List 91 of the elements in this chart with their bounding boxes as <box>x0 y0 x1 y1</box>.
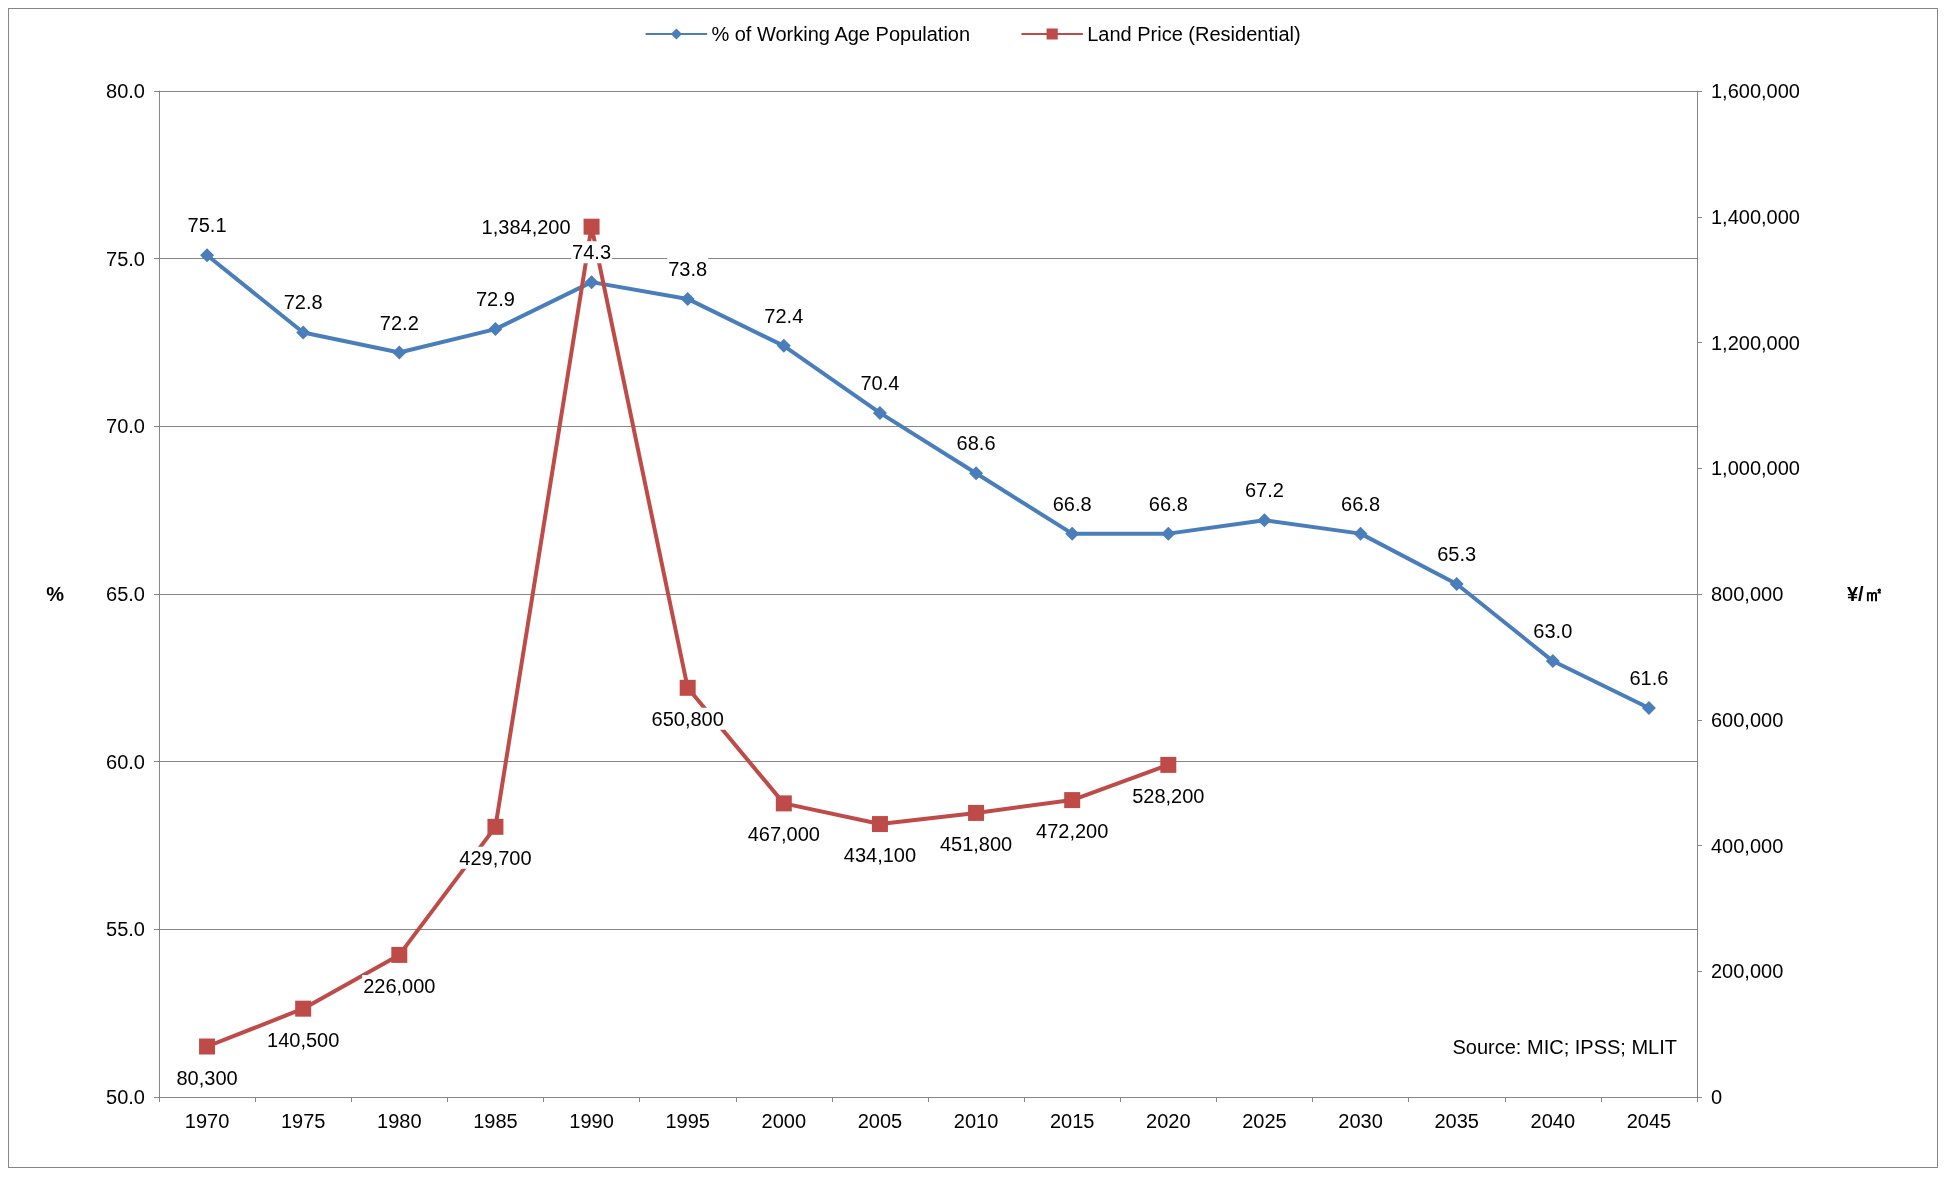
data-label: 70.4 <box>860 371 900 394</box>
point <box>392 345 407 360</box>
y2-axis-title: ¥/㎡ <box>1847 583 1884 605</box>
point <box>680 291 695 306</box>
data-label: 74.3 <box>572 241 612 264</box>
data-label: 80,300 <box>176 1066 238 1089</box>
y-tick-label: 70.0 <box>106 415 145 438</box>
point <box>199 1038 216 1055</box>
x-tick-label: 2005 <box>857 1110 903 1132</box>
data-label: 528,200 <box>1132 784 1205 807</box>
point <box>1064 792 1081 809</box>
point <box>1160 756 1177 773</box>
data-label: 467,000 <box>747 823 820 846</box>
x-tick-label: 2015 <box>1049 1110 1095 1132</box>
y2-tick-label: 200,000 <box>1711 960 1784 983</box>
x-tick-label: 2020 <box>1146 1110 1191 1132</box>
point <box>296 325 311 340</box>
data-label: 429,700 <box>459 846 532 869</box>
point <box>968 804 985 821</box>
point <box>872 405 887 420</box>
point <box>776 338 791 353</box>
y-tick-label: 50.0 <box>106 1086 145 1108</box>
y2-tick-label: 1,400,000 <box>1711 205 1800 228</box>
x-tick-label: 2045 <box>1626 1110 1672 1132</box>
data-label: 66.8 <box>1148 492 1188 515</box>
point <box>871 816 888 833</box>
x-tick-label: 2000 <box>761 1110 807 1132</box>
point <box>584 275 599 290</box>
y2-tick-label: 0 <box>1711 1086 1723 1108</box>
x-tick-label: 1980 <box>377 1110 422 1132</box>
data-label: 72.4 <box>764 304 804 327</box>
x-tick-label: 1990 <box>569 1110 614 1132</box>
point <box>1353 526 1368 541</box>
data-label: 63.0 <box>1533 620 1573 643</box>
data-label: 451,800 <box>939 832 1013 855</box>
point <box>969 466 984 481</box>
point <box>1449 576 1464 591</box>
y2-tick-label: 1,600,000 <box>1711 80 1800 102</box>
point <box>295 1000 312 1017</box>
y2-tick-label: 1,200,000 <box>1711 331 1800 354</box>
data-label: 434,100 <box>843 844 917 867</box>
data-label: 72.2 <box>379 311 419 334</box>
x-tick-label: 2030 <box>1338 1110 1383 1132</box>
data-label: 61.6 <box>1629 667 1669 690</box>
x-tick-label: 1995 <box>665 1110 710 1132</box>
y-tick-label: 65.0 <box>106 583 145 605</box>
point <box>1257 513 1272 528</box>
data-label: 72.8 <box>283 291 323 314</box>
point <box>1545 654 1560 669</box>
y-tick-label: 55.0 <box>106 918 145 941</box>
point <box>391 946 408 963</box>
data-label: 73.8 <box>668 257 708 280</box>
y2-tick-label: 400,000 <box>1711 834 1784 857</box>
point <box>1641 701 1656 716</box>
legend-label: % of Working Age Population <box>711 23 971 45</box>
data-label: 472,200 <box>1036 820 1109 843</box>
y-tick-label: 80.0 <box>106 80 145 102</box>
y2-tick-label: 1,000,000 <box>1711 457 1800 480</box>
legend-label: Land Price (Residential) <box>1087 23 1301 45</box>
data-label: 66.8 <box>1341 492 1381 515</box>
point <box>487 818 504 835</box>
data-label: 65.3 <box>1437 542 1477 565</box>
point <box>488 322 503 337</box>
data-label: 650,800 <box>651 707 724 730</box>
x-tick-label: 2010 <box>953 1110 999 1132</box>
y-tick-label: 75.0 <box>106 247 145 270</box>
data-label: 66.8 <box>1052 492 1092 515</box>
x-tick-label: 2025 <box>1242 1110 1287 1132</box>
point <box>775 795 792 812</box>
x-tick-label: 2040 <box>1530 1110 1576 1132</box>
point <box>1065 526 1080 541</box>
y-axis-title: % <box>46 583 65 605</box>
y2-tick-label: 600,000 <box>1711 708 1784 731</box>
point <box>679 679 696 696</box>
data-label: 1,384,200 <box>481 215 571 238</box>
annotation: Source: MIC; IPSS; MLIT <box>1452 1036 1678 1058</box>
data-label: 140,500 <box>267 1028 340 1051</box>
x-tick-label: 2035 <box>1434 1110 1479 1132</box>
data-label: 67.2 <box>1244 479 1284 502</box>
point <box>200 248 215 263</box>
data-label: 72.9 <box>475 288 515 311</box>
y2-tick-label: 800,000 <box>1711 583 1784 605</box>
x-tick-label: 1985 <box>473 1110 518 1132</box>
data-label: 68.6 <box>956 432 996 455</box>
x-tick-label: 1975 <box>280 1110 326 1132</box>
point <box>583 218 600 235</box>
y-tick-label: 60.0 <box>106 750 145 773</box>
point <box>1161 526 1176 541</box>
x-tick-label: 1970 <box>184 1110 230 1132</box>
data-label: 75.1 <box>187 214 227 237</box>
data-label: 226,000 <box>363 974 436 997</box>
